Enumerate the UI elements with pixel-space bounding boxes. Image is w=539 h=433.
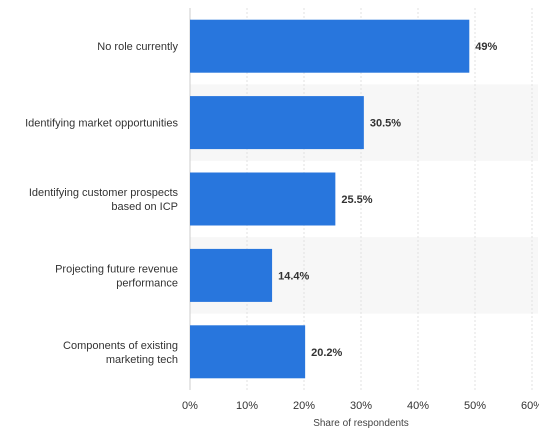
category-label-line: No role currently — [97, 41, 178, 53]
category-labels: No role currently Identifying market oppo… — [25, 41, 178, 366]
category-label-line: based on ICP — [111, 201, 178, 213]
x-tick-label: 50% — [464, 400, 486, 412]
x-axis-title: Share of respondents — [313, 418, 409, 429]
category-label: Identifying market opportunities — [25, 118, 178, 130]
category-label-line: marketing tech — [106, 354, 178, 366]
category-label-line: Components of existing — [63, 340, 178, 352]
bar — [190, 96, 364, 150]
x-tick-label: 20% — [293, 400, 315, 412]
category-label: Projecting future revenue performance — [55, 263, 178, 289]
x-tick-label: 60% — [521, 400, 539, 412]
category-label: No role currently — [97, 41, 178, 53]
x-tick-label: 10% — [236, 400, 258, 412]
bar-value-label: 14.4% — [278, 270, 309, 282]
x-tick-label: 30% — [350, 400, 372, 412]
bar-value-label: 25.5% — [341, 194, 372, 206]
x-axis-ticks: 0% 10% 20% 30% 40% 50% 60% — [182, 400, 539, 412]
bar — [190, 172, 336, 226]
bar-value-label: 20.2% — [311, 347, 342, 359]
category-label: Identifying customer prospects based on I… — [29, 187, 179, 213]
bar — [190, 325, 306, 379]
category-label: Components of existing marketing tech — [63, 340, 178, 366]
category-label-line: Identifying customer prospects — [29, 187, 179, 199]
bar-value-label: 49% — [475, 41, 497, 53]
bar — [190, 248, 273, 302]
category-label-line: performance — [116, 277, 178, 289]
x-tick-label: 40% — [407, 400, 429, 412]
x-tick-label: 0% — [182, 400, 198, 412]
value-labels: 49% 30.5% 25.5% 14.4% 20.2% — [278, 41, 497, 359]
bars — [190, 19, 470, 379]
bar — [190, 19, 470, 73]
category-label-line: Projecting future revenue — [55, 263, 178, 275]
category-label-line: Identifying market opportunities — [25, 118, 178, 130]
bar-value-label: 30.5% — [370, 118, 401, 130]
